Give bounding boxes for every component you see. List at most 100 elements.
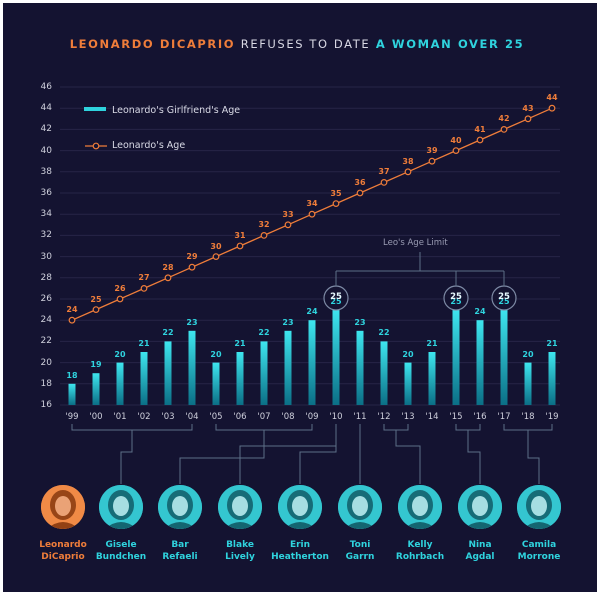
age-value-label: 26 — [114, 284, 126, 293]
portrait-icon — [41, 485, 85, 529]
person-last-name: DiCaprio — [41, 552, 85, 562]
portrait-icon — [338, 485, 382, 529]
age-point — [428, 157, 436, 165]
bar-value-label: 24 — [474, 307, 486, 317]
chart-title: LEONARDO DICAPRIO REFUSES TO DATE A WOMA… — [0, 37, 594, 51]
avatar-bar — [158, 485, 202, 529]
connectors — [71, 252, 553, 484]
bar-value-label: 23 — [354, 317, 366, 327]
bar — [356, 330, 364, 405]
bar-value-label: 22 — [378, 328, 390, 338]
age-value-label: 44 — [546, 93, 558, 103]
bar — [92, 373, 100, 405]
avatar-toni — [338, 485, 382, 529]
person-connector — [120, 430, 133, 484]
x-tick-label: '07 — [257, 412, 271, 422]
bar-value-label: 18 — [66, 370, 78, 380]
age-point — [356, 189, 364, 197]
person-last-name: Lively — [225, 552, 255, 562]
age-value-label: 33 — [282, 209, 294, 219]
age-point — [92, 306, 100, 314]
age-point — [524, 115, 532, 123]
y-tick-label: 44 — [40, 103, 52, 114]
age-value-label: 31 — [234, 231, 246, 240]
limit-circle-label: 25 — [330, 292, 342, 302]
age-value-label: 24 — [66, 305, 78, 315]
portrait-icon — [218, 485, 262, 529]
person-connector — [467, 430, 481, 484]
avatar-blake — [218, 485, 262, 529]
age-point — [308, 210, 316, 218]
bar — [524, 362, 532, 405]
year-bracket — [215, 424, 313, 431]
bar-value-label: 21 — [426, 339, 438, 348]
bar — [164, 341, 172, 405]
bar-value-label: 23 — [186, 317, 198, 327]
age-value-label: 42 — [498, 114, 510, 124]
person-first-name: Leonardo — [39, 540, 87, 550]
person-connector — [299, 430, 337, 484]
legend-bar-swatch — [84, 107, 106, 111]
y-tick-label: 40 — [40, 145, 52, 156]
x-tick-label: '19 — [545, 412, 559, 422]
x-tick-label: '10 — [329, 412, 343, 422]
bar-value-label: 22 — [162, 328, 174, 338]
bar-value-label: 21 — [234, 339, 246, 348]
age-value-label: 25 — [90, 294, 102, 304]
y-tick-label: 28 — [40, 272, 52, 283]
bar — [212, 362, 220, 405]
portrait-icon — [278, 485, 322, 529]
avatar-kelly — [398, 485, 442, 529]
avatar-gisele — [99, 485, 143, 529]
person-last-name: Refaeli — [162, 552, 198, 562]
legend-line-label: Leonardo's Age — [112, 140, 186, 151]
x-tick-label: '15 — [449, 412, 463, 422]
y-tick-label: 38 — [40, 166, 52, 177]
year-bracket — [383, 424, 409, 431]
age-point — [500, 125, 508, 133]
person-last-name: Morrone — [517, 552, 561, 562]
age-value-label: 35 — [330, 188, 342, 198]
y-tick-label: 22 — [40, 336, 52, 347]
year-bracket — [71, 424, 193, 431]
age-point — [380, 178, 388, 186]
person-name: Blake Lively — [200, 539, 280, 563]
person-name: Toni Garrn — [320, 539, 400, 563]
person-first-name: Camila — [521, 540, 557, 550]
bar-value-label: 20 — [210, 349, 222, 359]
person-name: Erin Heatherton — [260, 539, 340, 563]
age-value-label: 43 — [522, 103, 534, 113]
person-name: Leonardo DiCaprio — [23, 539, 103, 563]
person-first-name: Nina — [468, 540, 492, 550]
age-point — [236, 242, 244, 250]
bar — [428, 352, 436, 405]
x-tick-label: '06 — [233, 412, 247, 422]
y-tick-label: 20 — [40, 357, 52, 368]
x-tick-label: '05 — [209, 412, 223, 422]
age-value-label: 30 — [210, 241, 222, 251]
x-tick-label: '13 — [401, 412, 415, 422]
person-first-name: Kelly — [407, 540, 433, 550]
age-point — [332, 200, 340, 208]
person-connector — [527, 430, 540, 484]
person-first-name: Blake — [226, 540, 254, 550]
age-point — [548, 104, 556, 112]
x-tick-label: '03 — [161, 412, 175, 422]
age-value-label: 34 — [306, 199, 318, 209]
person-first-name: Erin — [289, 540, 311, 550]
bars — [68, 309, 556, 405]
x-tick-label: '09 — [305, 412, 319, 422]
title-part-3: A WOMAN OVER 25 — [375, 37, 525, 51]
bar — [188, 330, 196, 405]
x-tick-label: '11 — [353, 412, 367, 422]
bar — [260, 341, 268, 405]
y-tick-label: 32 — [40, 230, 52, 241]
bar-value-label: 20 — [114, 349, 126, 359]
limit-circle-label: 25 — [450, 292, 462, 302]
x-tick-label: '16 — [473, 412, 487, 422]
age-point — [476, 136, 484, 144]
y-tick-label: 46 — [40, 82, 52, 92]
bar — [380, 341, 388, 405]
legend-line-swatch — [85, 142, 107, 150]
person-name: Bar Refaeli — [140, 539, 220, 563]
